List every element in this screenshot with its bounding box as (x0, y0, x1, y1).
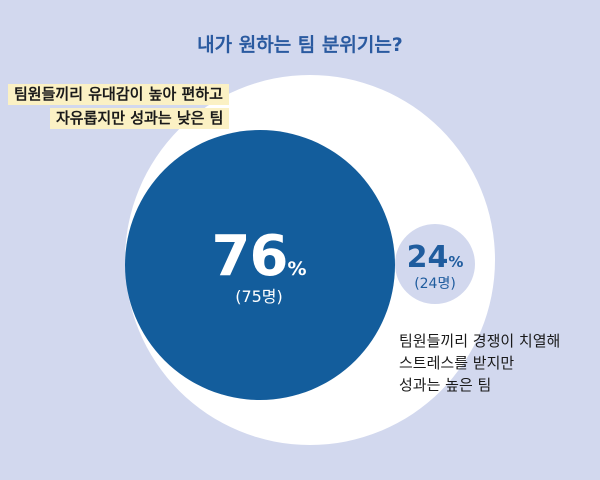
bubble-24-percent (395, 224, 475, 304)
count-value: (75명) (235, 287, 283, 306)
value-24: 24% (24명) (395, 240, 475, 293)
label-line: 팀원들끼리 경쟁이 치열해 (399, 332, 561, 350)
percent-unit: % (287, 258, 307, 280)
percent-value: 76 (211, 224, 289, 289)
label-high-bond-team: 팀원들끼리 유대감이 높아 편하고 자유롭지만 성과는 낮은 팀 (8, 84, 230, 132)
value-76: 76% (75명) (194, 224, 324, 307)
count-value: (24명) (414, 276, 456, 292)
percent-value: 24 (406, 240, 449, 275)
chart-title: 내가 원하는 팀 분위기는? (197, 34, 403, 56)
label-line: 자유롭지만 성과는 낮은 팀 (50, 108, 230, 129)
label-line: 팀원들끼리 유대감이 높아 편하고 (8, 84, 229, 105)
label-line: 스트레스를 받지만 (399, 354, 515, 372)
label-line: 성과는 높은 팀 (399, 376, 492, 394)
percent-unit: % (448, 253, 464, 271)
label-competitive-team: 팀원들끼리 경쟁이 치열해 스트레스를 받지만 성과는 높은 팀 (399, 330, 560, 396)
bubble-76-percent (125, 130, 395, 400)
